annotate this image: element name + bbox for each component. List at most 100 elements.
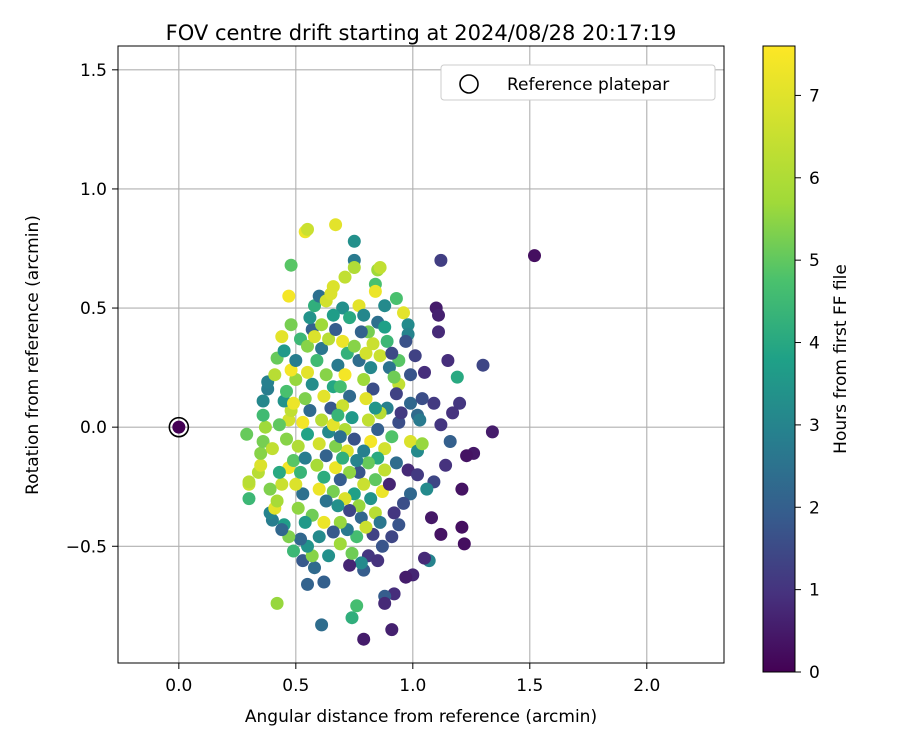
scatter-point bbox=[418, 551, 431, 565]
scatter-point bbox=[326, 308, 340, 322]
colorbar-tick-label: 6 bbox=[809, 169, 820, 189]
scatter-point bbox=[294, 532, 307, 546]
scatter-point bbox=[345, 411, 359, 425]
scatter-point bbox=[378, 442, 392, 456]
scatter-point bbox=[364, 435, 378, 448]
scatter-point bbox=[282, 289, 296, 303]
scatter-point bbox=[242, 492, 256, 506]
scatter-point bbox=[368, 284, 382, 298]
scatter-point bbox=[345, 546, 359, 560]
scatter-point bbox=[319, 494, 333, 508]
scatter-point bbox=[287, 454, 300, 467]
legend-marker-icon bbox=[459, 74, 479, 94]
scatter-point bbox=[301, 577, 314, 591]
scatter-point bbox=[434, 253, 448, 267]
scatter-point bbox=[385, 346, 399, 360]
scatter-point bbox=[397, 306, 410, 320]
scatter-point bbox=[254, 446, 268, 460]
colorbar-tick-label: 1 bbox=[809, 581, 820, 601]
scatter-point bbox=[399, 570, 413, 584]
scatter-point bbox=[347, 432, 361, 446]
scatter-point bbox=[399, 334, 413, 348]
scatter-point bbox=[277, 344, 291, 358]
scatter-point bbox=[347, 261, 361, 274]
scatter-point bbox=[460, 449, 474, 463]
x-tick-label: 2.0 bbox=[633, 676, 660, 696]
scatter-point bbox=[272, 418, 286, 432]
reference-point-fill bbox=[172, 420, 186, 434]
scatter-point bbox=[389, 387, 403, 401]
scatter-point bbox=[382, 477, 396, 491]
scatter-point bbox=[343, 389, 357, 403]
scatter-point bbox=[366, 382, 380, 396]
scatter-point bbox=[378, 320, 392, 334]
scatter-point bbox=[333, 537, 347, 551]
scatter-point bbox=[427, 396, 441, 410]
scatter-point bbox=[385, 430, 399, 444]
scatter-point bbox=[415, 437, 429, 451]
scatter-point bbox=[357, 477, 371, 491]
scatter-point bbox=[336, 334, 350, 348]
scatter-point bbox=[443, 435, 457, 448]
scatter-point bbox=[296, 487, 310, 501]
scatter-point bbox=[280, 384, 293, 398]
scatter-point bbox=[364, 492, 378, 506]
scatter-point bbox=[359, 392, 373, 406]
scatter-point bbox=[364, 361, 378, 375]
reference-point-ring bbox=[168, 416, 190, 438]
data-points bbox=[240, 218, 541, 646]
scatter-point bbox=[291, 439, 305, 453]
scatter-point bbox=[361, 413, 375, 427]
scatter-point bbox=[303, 311, 317, 325]
scatter-point bbox=[298, 392, 312, 406]
scatter-point bbox=[329, 461, 343, 475]
scatter-point bbox=[485, 425, 499, 439]
scatter-point bbox=[350, 454, 364, 467]
colorbar-ticks: 0 1 2 3 4 5 6 7 bbox=[795, 86, 820, 683]
scatter-point bbox=[324, 287, 338, 301]
plot-frame bbox=[117, 45, 725, 664]
scatter-point bbox=[359, 520, 373, 534]
scatter-point bbox=[418, 365, 431, 379]
scatter-point bbox=[305, 377, 319, 391]
scatter-point bbox=[441, 354, 455, 367]
scatter-point bbox=[392, 518, 406, 532]
scatter-point bbox=[420, 482, 434, 496]
scatter-point bbox=[432, 325, 445, 339]
scatter-point bbox=[319, 368, 333, 382]
scatter-point bbox=[301, 339, 314, 353]
y-axis-ticks: −0.5 0.0 0.5 1.0 1.5 bbox=[66, 61, 118, 557]
scatter-point bbox=[343, 465, 357, 479]
scatter-point bbox=[385, 530, 399, 544]
scatter-point bbox=[375, 539, 389, 553]
scatter-point bbox=[329, 323, 343, 336]
scatter-point bbox=[301, 365, 314, 379]
scatter-point bbox=[411, 468, 424, 482]
scatter-point bbox=[354, 556, 368, 570]
scatter-point bbox=[294, 465, 307, 479]
colorbar-tick-label: 3 bbox=[809, 416, 820, 436]
y-tick-label: 0.0 bbox=[80, 418, 107, 438]
scatter-point bbox=[373, 515, 387, 529]
x-tick-label: 1.0 bbox=[399, 676, 426, 696]
x-tick-label: 0.5 bbox=[282, 676, 309, 696]
scatter-point bbox=[404, 368, 417, 382]
scatter-point bbox=[275, 330, 289, 344]
chart-title: FOV centre drift starting at 2024/08/28 … bbox=[166, 21, 677, 45]
scatter-point bbox=[270, 494, 284, 508]
y-tick-label: 0.5 bbox=[80, 299, 107, 319]
scatter-point bbox=[254, 458, 268, 472]
legend-label: Reference platepar bbox=[507, 75, 669, 95]
scatter-point bbox=[343, 504, 357, 517]
scatter-point bbox=[308, 330, 321, 344]
scatter-point bbox=[389, 292, 403, 305]
scatter-point bbox=[371, 554, 385, 568]
scatter-point bbox=[326, 525, 340, 539]
scatter-point bbox=[389, 456, 403, 470]
x-tick-label: 1.5 bbox=[516, 676, 543, 696]
scatter-point bbox=[345, 611, 359, 625]
scatter-point bbox=[434, 418, 448, 432]
scatter-point bbox=[301, 222, 314, 236]
scatter-point bbox=[425, 511, 438, 525]
scatter-point bbox=[453, 396, 467, 410]
